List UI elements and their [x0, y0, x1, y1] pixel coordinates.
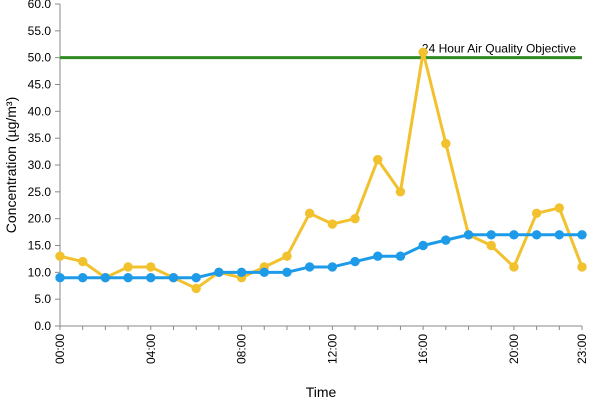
y-axis-title: Concentration (µg/m³) [3, 97, 19, 233]
x-axis-title: Time [306, 384, 337, 400]
y-tick-label: 10.0 [28, 265, 52, 279]
data-point [418, 240, 428, 251]
data-point [123, 273, 133, 283]
x-tick-label: 16:00 [416, 334, 430, 364]
data-point [123, 262, 133, 272]
data-point [373, 154, 383, 165]
data-point [214, 267, 224, 278]
data-point [554, 230, 565, 240]
data-point [55, 251, 65, 261]
data-point [282, 251, 292, 261]
y-tick-label: 15.0 [28, 239, 52, 253]
data-point [395, 187, 406, 197]
y-tick-label: 35.0 [28, 131, 52, 145]
x-ticks [59, 326, 583, 330]
data-point [259, 267, 269, 278]
data-point [554, 203, 565, 213]
data-point [486, 230, 496, 240]
data-point [441, 138, 451, 149]
data-point [486, 240, 496, 251]
data-point [191, 283, 201, 294]
y-ticks [55, 3, 60, 327]
data-point [395, 251, 406, 261]
data-point [418, 47, 428, 57]
data-point [577, 230, 587, 240]
data-point [191, 273, 201, 283]
data-point [77, 256, 88, 267]
x-tick-label: 20:00 [507, 334, 521, 364]
data-point [304, 208, 315, 219]
reference-line-label: 24 Hour Air Quality Objective [422, 42, 576, 56]
y-tick-label: 50.0 [28, 51, 52, 65]
data-point [327, 262, 338, 272]
data-point [531, 230, 542, 240]
x-tick-label: 12:00 [325, 334, 339, 364]
y-tick-label: 45.0 [28, 78, 52, 92]
data-point [373, 251, 383, 261]
data-point [509, 262, 519, 272]
y-tick-label: 60.0 [28, 0, 52, 11]
data-point [327, 219, 338, 229]
data-point [100, 273, 111, 283]
series-line [59, 50, 584, 290]
data-point [304, 262, 315, 272]
y-tick-label: 30.0 [28, 158, 52, 172]
data-point [509, 230, 519, 240]
y-tick-labels: 0.0 5.0 10.0 15.0 20.0 25.0 30.0 35.0 40.0 45.0 50… [28, 0, 52, 333]
data-point [463, 230, 474, 240]
data-point [236, 267, 247, 278]
data-point [168, 273, 179, 283]
y-tick-label: 20.0 [28, 212, 52, 226]
x-tick-label: 00:00 [53, 334, 67, 364]
y-tick-label: 5.0 [34, 292, 51, 306]
series-1 [55, 47, 587, 294]
data-point [146, 262, 156, 272]
data-point [350, 213, 360, 224]
data-point [577, 262, 587, 272]
data-point [55, 273, 65, 283]
y-tick-label: 40.0 [28, 104, 52, 118]
series-2 [55, 230, 587, 283]
y-tick-label: 0.0 [34, 319, 51, 333]
y-tick-label: 25.0 [28, 185, 52, 199]
x-tick-labels: 00:00 04:00 08:00 12:00 16:00 20:00 23:00 [53, 334, 589, 364]
data-point [77, 273, 88, 283]
data-point [146, 273, 156, 283]
x-tick-label: 08:00 [235, 334, 249, 364]
data-point [350, 256, 360, 267]
data-point [282, 267, 292, 278]
data-point [531, 208, 542, 219]
x-tick-label: 23:00 [575, 334, 589, 364]
y-tick-label: 55.0 [28, 24, 52, 38]
x-tick-label: 04:00 [144, 334, 158, 364]
data-point [441, 235, 451, 245]
series-layer [55, 47, 587, 294]
